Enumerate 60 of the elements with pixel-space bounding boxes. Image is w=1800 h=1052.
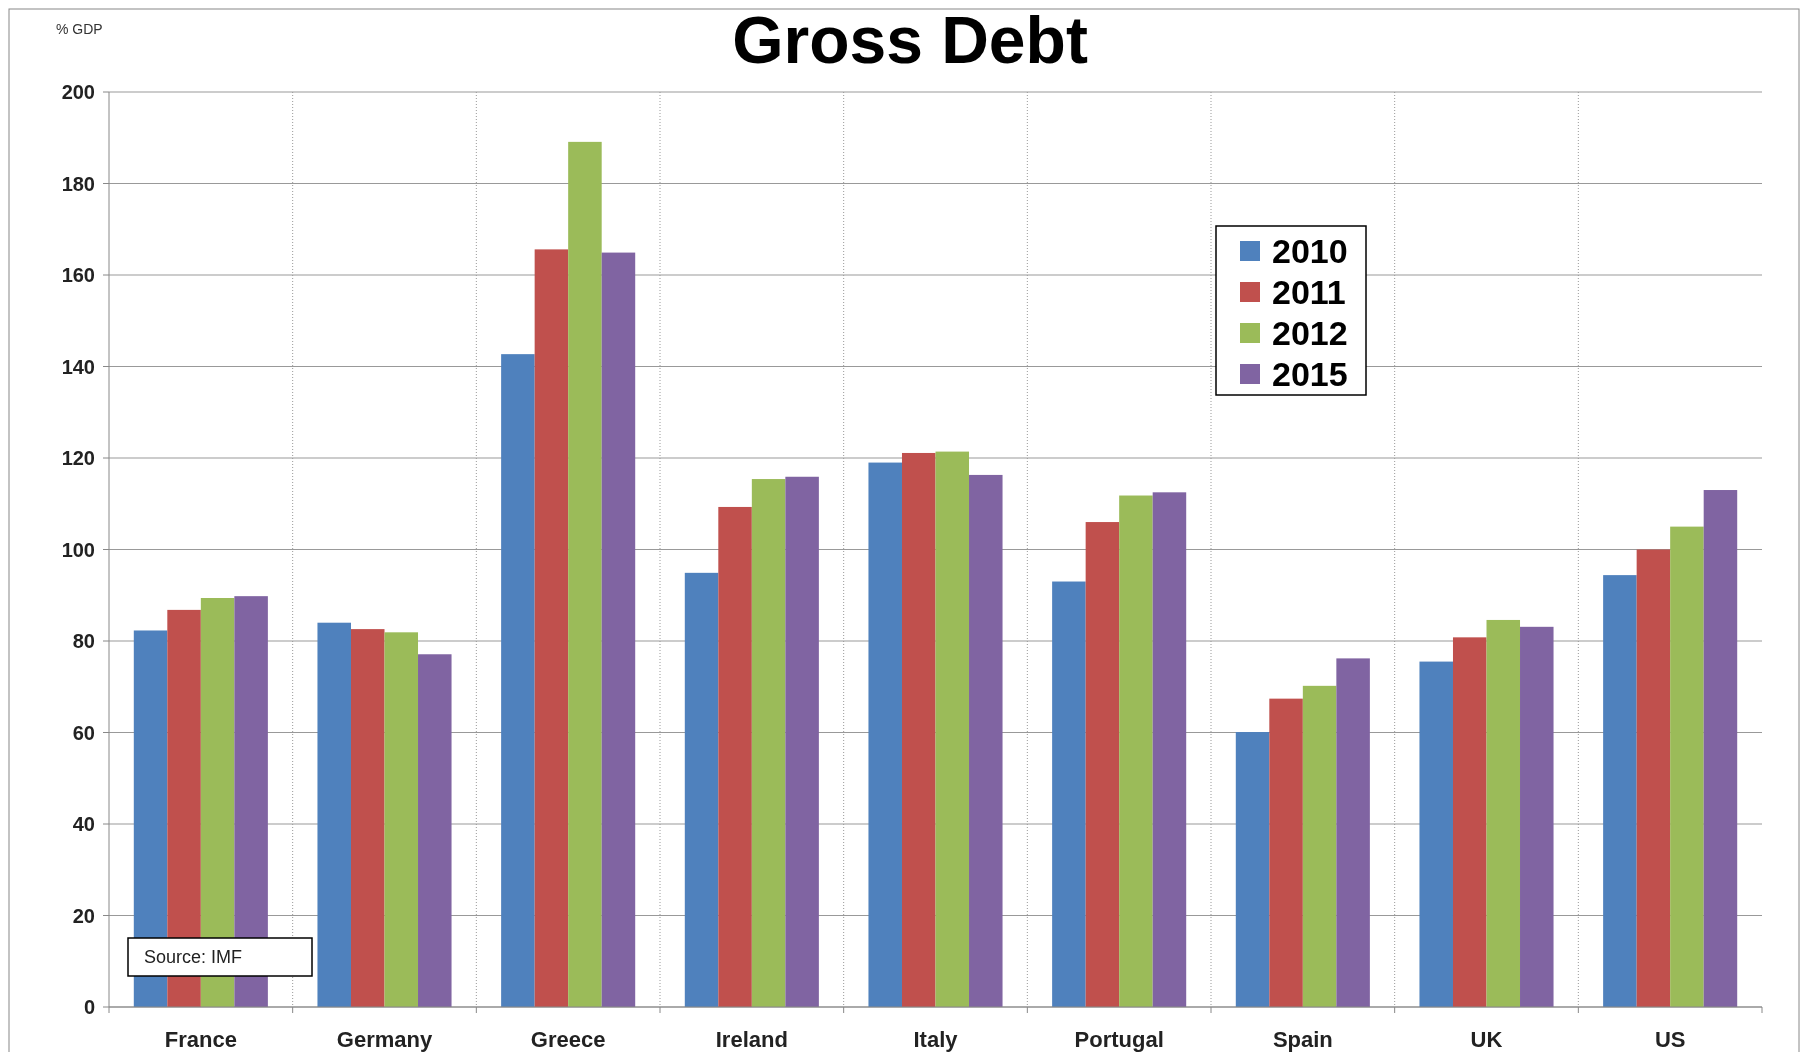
bar [868,462,902,1007]
bar [1119,495,1153,1007]
bar [718,506,752,1007]
source-note-box: Source: IMF [127,937,313,977]
y-tick-label: 200 [61,81,95,103]
bar [418,654,452,1007]
legend-label: 2015 [1272,354,1348,393]
bar [1302,685,1337,1007]
bar [1452,637,1487,1007]
x-tick-label: Germany [336,1027,433,1052]
bar [751,479,786,1007]
bar [1235,732,1270,1007]
bar [1703,490,1738,1007]
legend-label: 2012 [1272,313,1348,352]
y-tick-label: 180 [61,172,95,195]
legend-label: 2010 [1272,231,1348,270]
y-tick-label: 100 [61,538,95,561]
bar [1052,581,1086,1007]
bar [1636,549,1671,1007]
y-tick-label: 160 [61,264,95,286]
x-tick-label: Greece [530,1027,606,1052]
bar [317,622,351,1007]
bar [384,632,419,1007]
x-tick-label: Spain [1272,1027,1333,1052]
bar [1336,658,1370,1007]
bar [350,629,385,1007]
bar [935,451,970,1007]
y-tick-label: 140 [61,355,95,378]
x-tick-label: France [164,1027,237,1052]
y-tick-label: 0 [83,996,95,1018]
y-tick-label: 80 [72,630,95,652]
bar [1670,526,1704,1007]
bar [568,141,602,1007]
y-tick-label: 20 [72,904,95,927]
bar [1603,575,1637,1007]
y-tick-label: 120 [61,447,95,469]
bar [1152,492,1187,1007]
bar [534,249,569,1007]
bar [1269,698,1303,1007]
legend-label: 2011 [1272,272,1346,311]
bar [501,354,535,1007]
bar [1520,626,1554,1007]
bar [785,476,819,1007]
bar [1486,619,1521,1007]
y-axis-title: % GDP [56,21,103,37]
bar [969,474,1003,1007]
annotation: Source: IMF [144,947,243,968]
x-tick-label: Italy [913,1027,959,1052]
x-tick-label: Ireland [715,1027,788,1052]
bar [601,252,636,1007]
bar [1085,522,1120,1007]
y-tick-label: 60 [72,721,95,744]
x-tick-label: UK [1470,1027,1503,1052]
x-tick-label: US [1654,1027,1686,1052]
chart-title: Gross Debt [732,3,1088,77]
bar [684,572,719,1007]
bar [1419,661,1453,1007]
bar [901,452,936,1007]
x-tick-label: Portugal [1074,1027,1164,1052]
y-tick-label: 40 [72,813,95,835]
